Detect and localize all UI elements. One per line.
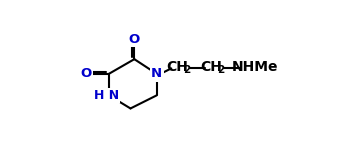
Text: O: O: [80, 67, 91, 80]
Text: 2: 2: [183, 65, 190, 75]
Text: 2: 2: [217, 65, 224, 75]
Text: CH: CH: [201, 60, 222, 74]
Text: NHMe: NHMe: [232, 60, 279, 74]
Text: CH: CH: [166, 60, 188, 74]
Text: O: O: [129, 33, 140, 46]
Text: H N: H N: [94, 89, 119, 102]
Text: N: N: [151, 67, 162, 80]
